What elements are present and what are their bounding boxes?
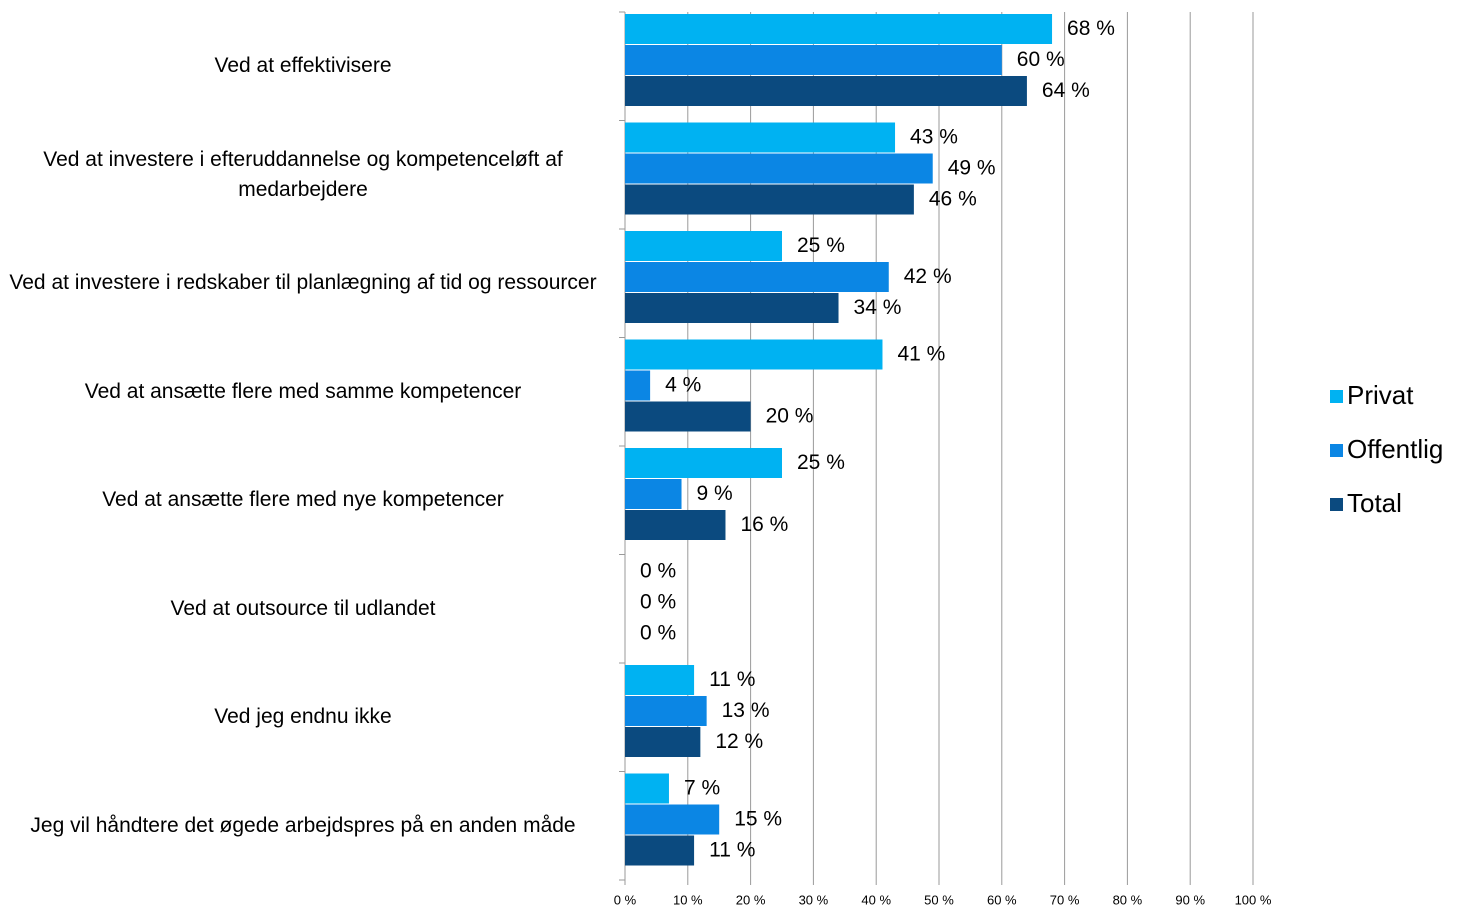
bar xyxy=(625,231,782,261)
y-tick-label: Ved at outsource til udlandet xyxy=(170,596,436,620)
bar xyxy=(625,76,1027,106)
value-label: 15 % xyxy=(734,808,782,831)
bar xyxy=(625,122,896,153)
value-label: 11 % xyxy=(709,839,755,862)
y-tick-label: Ved at ansætte flere med nye kompetencer xyxy=(102,488,504,512)
value-label: 25 % xyxy=(797,234,845,257)
legend-label: Offentlig xyxy=(1347,434,1443,464)
bar xyxy=(625,727,701,757)
value-label: 9 % xyxy=(697,482,733,505)
value-label: 13 % xyxy=(722,699,770,722)
bar xyxy=(625,293,839,323)
legend-swatch xyxy=(1330,498,1343,511)
legend-swatch xyxy=(1330,444,1343,457)
bar xyxy=(625,510,726,540)
x-tick-label: 100 % xyxy=(1235,892,1272,907)
x-tick-label: 30 % xyxy=(799,892,829,907)
value-label: 64 % xyxy=(1042,79,1090,102)
value-label: 41 % xyxy=(897,343,945,366)
value-label: 49 % xyxy=(948,157,996,180)
value-label: 7 % xyxy=(684,777,720,800)
bar xyxy=(625,696,707,726)
x-tick-label: 40 % xyxy=(861,892,891,907)
bar xyxy=(625,773,669,804)
bar xyxy=(625,45,1002,75)
x-tick-label: 20 % xyxy=(736,892,766,907)
bar xyxy=(625,479,682,509)
value-label: 0 % xyxy=(640,591,676,614)
value-label: 42 % xyxy=(904,265,952,288)
bar xyxy=(625,184,914,215)
x-tick-label: 60 % xyxy=(987,892,1017,907)
bar xyxy=(625,835,695,866)
x-tick-label: 70 % xyxy=(1050,892,1080,907)
value-label: 68 % xyxy=(1067,17,1115,40)
value-label: 4 % xyxy=(665,374,701,397)
x-tick-label: 90 % xyxy=(1175,892,1205,907)
value-label: 0 % xyxy=(640,622,676,645)
y-tick-label: Ved at investere i redskaber til planlæg… xyxy=(9,271,597,295)
bar xyxy=(625,665,695,695)
y-tick-label: Ved at effektivisere xyxy=(214,54,392,78)
bar xyxy=(625,804,720,835)
value-label: 16 % xyxy=(740,513,788,536)
value-label: 12 % xyxy=(715,730,763,753)
bar xyxy=(625,14,1053,44)
legend-label: Total xyxy=(1347,488,1402,518)
x-tick-label: 10 % xyxy=(673,892,703,907)
bar xyxy=(625,339,883,370)
value-label: 43 % xyxy=(910,126,958,149)
bar xyxy=(625,448,782,478)
x-tick-label: 50 % xyxy=(924,892,954,907)
bar xyxy=(625,262,889,292)
value-label: 0 % xyxy=(640,560,676,583)
y-tick-label: Ved jeg endnu ikke xyxy=(214,705,392,729)
y-tick-label: Jeg vil håndtere det øgede arbejdspres p… xyxy=(30,813,576,837)
value-label: 34 % xyxy=(854,296,902,319)
x-tick-label: 80 % xyxy=(1113,892,1143,907)
value-label: 60 % xyxy=(1017,48,1065,71)
value-label: 46 % xyxy=(929,188,977,211)
x-tick-label: 0 % xyxy=(614,892,637,907)
value-label: 20 % xyxy=(766,405,814,428)
bar xyxy=(625,401,751,432)
bar xyxy=(625,153,933,184)
legend-label: Privat xyxy=(1347,380,1414,410)
y-tick-label: Ved at ansætte flere med samme kompetenc… xyxy=(84,379,522,403)
y-tick-label: Ved at investere i efteruddannelse og ko… xyxy=(43,147,563,201)
bar xyxy=(625,370,651,401)
value-label: 25 % xyxy=(797,451,845,474)
legend-swatch xyxy=(1330,390,1343,403)
value-label: 11 % xyxy=(709,668,755,691)
